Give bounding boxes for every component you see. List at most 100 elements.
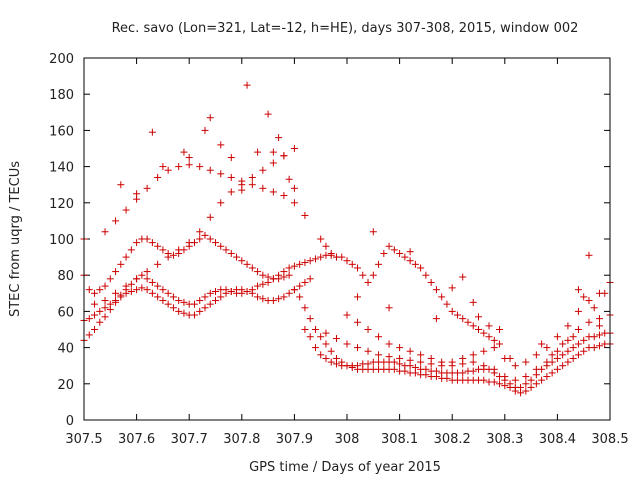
data-point (564, 347, 572, 355)
data-point (285, 175, 293, 183)
data-point (322, 354, 330, 362)
data-point (254, 148, 262, 156)
data-point (133, 190, 141, 198)
data-point (527, 376, 535, 384)
data-point (243, 287, 251, 295)
y-tick-label: 120 (49, 197, 74, 212)
data-point (96, 318, 104, 326)
data-point (206, 213, 214, 221)
data-point (201, 231, 209, 239)
data-point (364, 278, 372, 286)
data-point (122, 282, 130, 290)
data-point (196, 163, 204, 171)
data-point (532, 365, 540, 373)
data-point (580, 347, 588, 355)
data-point (201, 304, 209, 312)
data-point (317, 253, 325, 261)
data-point (401, 253, 409, 261)
data-point (590, 333, 598, 341)
data-point (569, 333, 577, 341)
data-point (127, 287, 135, 295)
data-point (91, 311, 99, 319)
data-point (574, 286, 582, 294)
data-point (117, 260, 125, 268)
data-point (559, 351, 567, 359)
data-point (317, 235, 325, 243)
data-point (522, 387, 530, 395)
data-point (364, 326, 372, 333)
y-tick-label: 40 (57, 342, 74, 357)
x-tick-label: 308.1 (381, 432, 418, 447)
data-point (259, 280, 267, 288)
data-point (264, 110, 272, 118)
data-point (112, 268, 120, 276)
y-tick-label: 100 (49, 233, 74, 248)
data-point (101, 304, 109, 312)
data-point (480, 376, 488, 384)
data-point (438, 358, 446, 366)
data-point (574, 307, 582, 315)
data-point (122, 289, 130, 297)
data-point (590, 304, 598, 312)
x-tick-label: 308.3 (486, 432, 523, 447)
data-point (217, 199, 225, 207)
data-point (359, 271, 367, 279)
data-point (459, 315, 467, 323)
data-point (133, 275, 141, 283)
data-point (548, 369, 556, 377)
data-point (590, 344, 598, 352)
data-point (175, 246, 183, 254)
data-point (148, 239, 156, 247)
data-point (322, 329, 330, 337)
data-point (580, 336, 588, 344)
data-point (290, 184, 298, 192)
data-point (285, 264, 293, 272)
data-point (243, 81, 251, 89)
data-point (548, 351, 556, 359)
data-point (154, 282, 162, 290)
data-point (390, 365, 398, 373)
data-point (275, 134, 283, 142)
data-point (143, 268, 151, 276)
data-point (574, 351, 582, 359)
data-point (227, 173, 235, 181)
x-tick-label: 307.5 (65, 432, 102, 447)
data-point (101, 282, 109, 290)
data-point (422, 271, 430, 279)
data-point (222, 246, 230, 254)
data-point (201, 293, 209, 301)
data-point (385, 242, 393, 250)
data-point (448, 358, 456, 366)
data-point (411, 260, 419, 268)
data-point (248, 173, 256, 181)
data-point (227, 188, 235, 196)
data-point (180, 309, 188, 317)
data-point (264, 273, 272, 281)
data-point (212, 287, 219, 295)
data-point (143, 235, 151, 243)
data-point (438, 293, 446, 301)
data-point (459, 369, 467, 377)
data-point (380, 249, 388, 257)
data-point (543, 344, 551, 352)
data-point (164, 300, 172, 308)
data-point (259, 271, 267, 279)
data-point (96, 307, 104, 315)
data-point (564, 358, 572, 366)
data-point (564, 336, 572, 344)
data-point (96, 286, 104, 294)
data-point (543, 358, 551, 366)
data-point (327, 249, 335, 257)
data-point (327, 347, 335, 355)
data-point (227, 249, 235, 257)
data-point (285, 271, 293, 279)
data-point (212, 297, 219, 305)
data-point (280, 293, 288, 301)
data-point (185, 161, 193, 169)
data-point (233, 253, 241, 261)
data-point (296, 260, 304, 268)
data-point (453, 311, 461, 319)
data-point (138, 284, 146, 292)
data-point (180, 148, 188, 156)
data-point (585, 251, 593, 259)
